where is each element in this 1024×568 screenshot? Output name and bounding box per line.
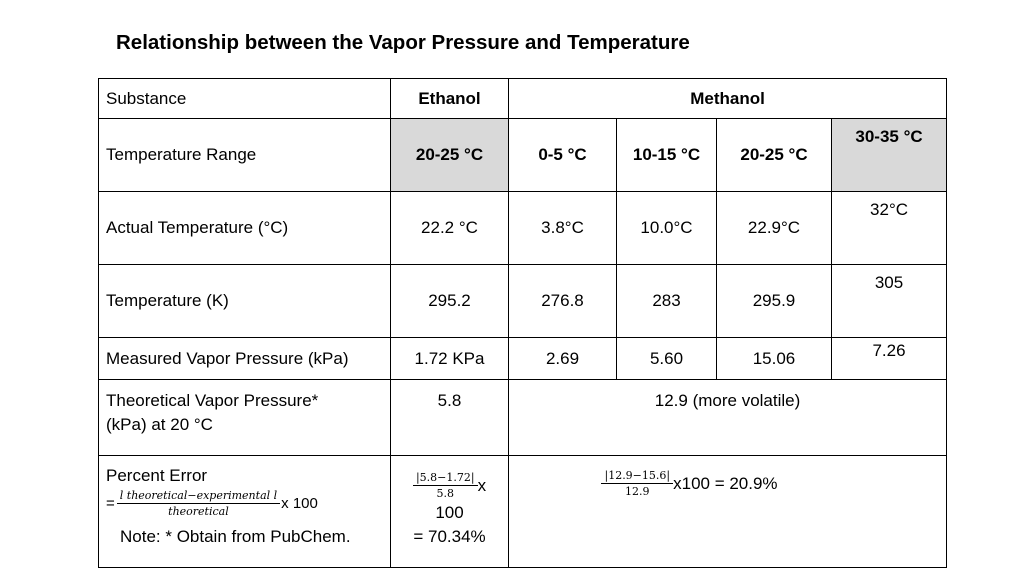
cell-methanol-range-3: 20-25 °C [716,118,832,192]
cell-methanol-range-2: 10-15 °C [616,118,717,192]
cell-methanol-actual-4: 32°C [830,191,948,265]
formula-fraction: l theoretical−experimental l theoretical [116,488,281,519]
formula-tail: x 100 [281,495,318,512]
percent-error-label-cell: Percent Error = l theoretical−experiment… [98,455,391,568]
ethanol-error-fraction: |5.8−1.72| 5.8 [412,470,478,501]
cell-methanol-percent-error: |12.9−15.6| 12.9 x100 = 20.9% [507,455,948,568]
row-label: Theoretical Vapor Pressure* (kPa) at 20 … [98,379,391,456]
ethanol-error-multiplier: 100 [435,503,464,522]
cell-methanol-actual-3: 22.9°C [716,191,832,265]
table-row-percent-error: Percent Error = l theoretical−experiment… [98,455,948,568]
cell-methanol-measured-3: 15.06 [716,337,832,380]
cell-methanol-theoretical: 12.9 (more volatile) [507,379,948,456]
ethanol-error-calc: |5.8−1.72| 5.8 x [412,470,487,501]
percent-error-formula: = l theoretical−experimental l theoretic… [106,488,384,519]
formula-equals: = [106,495,115,512]
formula-denominator: theoretical [168,505,229,518]
ethanol-error-denominator: 5.8 [436,487,455,500]
cell-methanol-actual-2: 10.0°C [616,191,717,265]
cell-ethanol-k: 295.2 [390,264,509,338]
methanol-error-calc: |12.9−15.6| 12.9 x100 = 20.9% [601,468,778,499]
cell-methanol-k-3: 295.9 [716,264,832,338]
ethanol-error-numerator: |5.8−1.72| [412,470,478,486]
row-label: Percent Error [106,466,208,485]
cell-methanol-measured-1: 2.69 [508,337,617,380]
table-row-actual-temperature: Actual Temperature (°C) 22.2 °C 3.8°C 10… [98,191,948,265]
row-label-line1: Theoretical Vapor Pressure* [106,391,319,410]
cell-methanol-actual-1: 3.8°C [508,191,617,265]
cell-methanol-range-4: 30-35 °C [830,118,948,192]
vapor-pressure-table: Substance Ethanol Methanol Temperature R… [98,78,948,568]
table-row-measured-vapor-pressure: Measured Vapor Pressure (kPa) 1.72 KPa 2… [98,337,948,380]
cell-methanol-k-2: 283 [616,264,717,338]
header-ethanol: Ethanol [390,78,509,119]
table-header-row: Substance Ethanol Methanol [98,78,948,119]
row-label: Actual Temperature (°C) [98,191,391,265]
methanol-error-result: x100 = 20.9% [673,473,778,493]
cell-ethanol-theoretical: 5.8 [390,379,509,456]
header-methanol: Methanol [507,78,948,119]
cell-methanol-k-1: 276.8 [508,264,617,338]
footnote: Note: * Obtain from PubChem. [120,527,351,546]
methanol-error-numerator: |12.9−15.6| [601,468,674,484]
cell-methanol-measured-2: 5.60 [616,337,717,380]
row-label: Temperature (K) [98,264,391,338]
row-label: Temperature Range [98,118,391,192]
page-title: Relationship between the Vapor Pressure … [116,31,690,54]
cell-methanol-measured-4: 7.26 [830,337,948,380]
table-row-temperature-k: Temperature (K) 295.2 276.8 283 295.9 30… [98,264,948,338]
header-substance: Substance [98,78,391,119]
formula-numerator: l theoretical−experimental l [116,488,281,504]
row-label: Measured Vapor Pressure (kPa) [98,337,391,380]
ethanol-error-result: = 70.34% [413,527,486,546]
cell-ethanol-actual: 22.2 °C [390,191,509,265]
cell-ethanol-percent-error: |5.8−1.72| 5.8 x 100 = 70.34% [390,455,509,568]
cell-ethanol-range: 20-25 °C [390,118,509,192]
cell-methanol-k-4: 305 [830,264,948,338]
table-row-temperature-range: Temperature Range 20-25 °C 0-5 °C 10-15 … [98,118,948,192]
row-label-line2: (kPa) at 20 °C [106,415,213,434]
table-row-theoretical-vapor-pressure: Theoretical Vapor Pressure* (kPa) at 20 … [98,379,948,456]
methanol-error-fraction: |12.9−15.6| 12.9 [601,468,674,499]
ethanol-error-times: x [477,475,487,495]
cell-ethanol-measured: 1.72 KPa [390,337,509,380]
cell-methanol-range-1: 0-5 °C [508,118,617,192]
methanol-error-denominator: 12.9 [625,485,650,498]
